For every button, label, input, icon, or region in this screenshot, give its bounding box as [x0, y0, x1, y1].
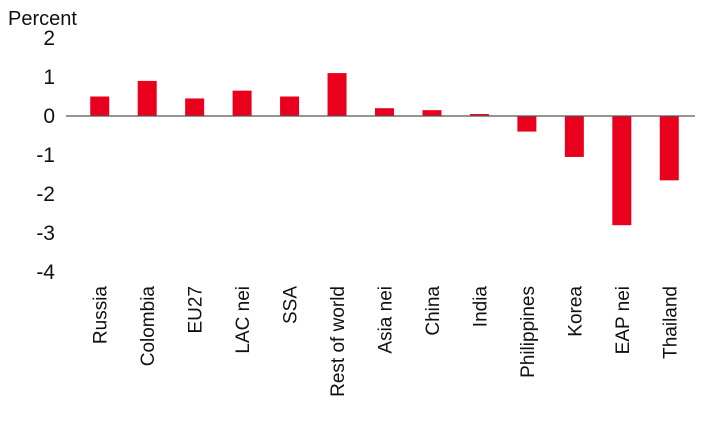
bar-china [422, 110, 442, 116]
x-category-label: Philippines [518, 286, 539, 378]
y-axis-label: Percent [8, 8, 77, 30]
x-category-label: EAP nei [613, 286, 634, 354]
x-category-label: Russia [91, 286, 112, 345]
bar-eu27 [185, 98, 205, 116]
bar-eap-nei [612, 116, 632, 226]
y-tick-label: -2 [36, 183, 55, 206]
bar-russia [90, 96, 110, 116]
bar-korea [564, 116, 584, 157]
y-tick-label: -4 [36, 261, 55, 284]
x-category-label: SSA [281, 286, 302, 324]
bar-india [469, 114, 489, 116]
x-category-label: China [423, 286, 444, 336]
x-category-label: Thailand [660, 286, 681, 359]
x-category-label: Rest of world [328, 286, 349, 397]
y-axis-ticks: 2 1 0 -1 -2 -3 -4 [36, 27, 55, 284]
y-tick-label: -3 [36, 222, 55, 245]
y-tick-label: 1 [43, 66, 55, 89]
x-category-label: Asia nei [376, 286, 397, 354]
bar-asia-nei [375, 108, 394, 116]
x-category-label: Colombia [138, 286, 159, 367]
bar-thailand [659, 116, 679, 181]
bar-colombia [137, 80, 157, 116]
x-category-label: India [470, 286, 491, 328]
category-labels: Russia Colombia EU27 LAC nei SSA Rest of worl… [91, 286, 682, 397]
x-category-label: LAC nei [233, 286, 254, 354]
bars [90, 73, 679, 226]
bar-rest-of-world [327, 73, 347, 116]
x-category-label: EU27 [186, 286, 207, 334]
bar-lac-nei [232, 90, 252, 116]
y-tick-label: -1 [36, 144, 55, 167]
y-tick-label: 2 [43, 27, 55, 50]
x-category-label: Korea [565, 286, 586, 337]
bar-ssa [280, 96, 300, 116]
y-tick-label: 0 [43, 105, 55, 128]
bar-philippines [517, 116, 537, 132]
